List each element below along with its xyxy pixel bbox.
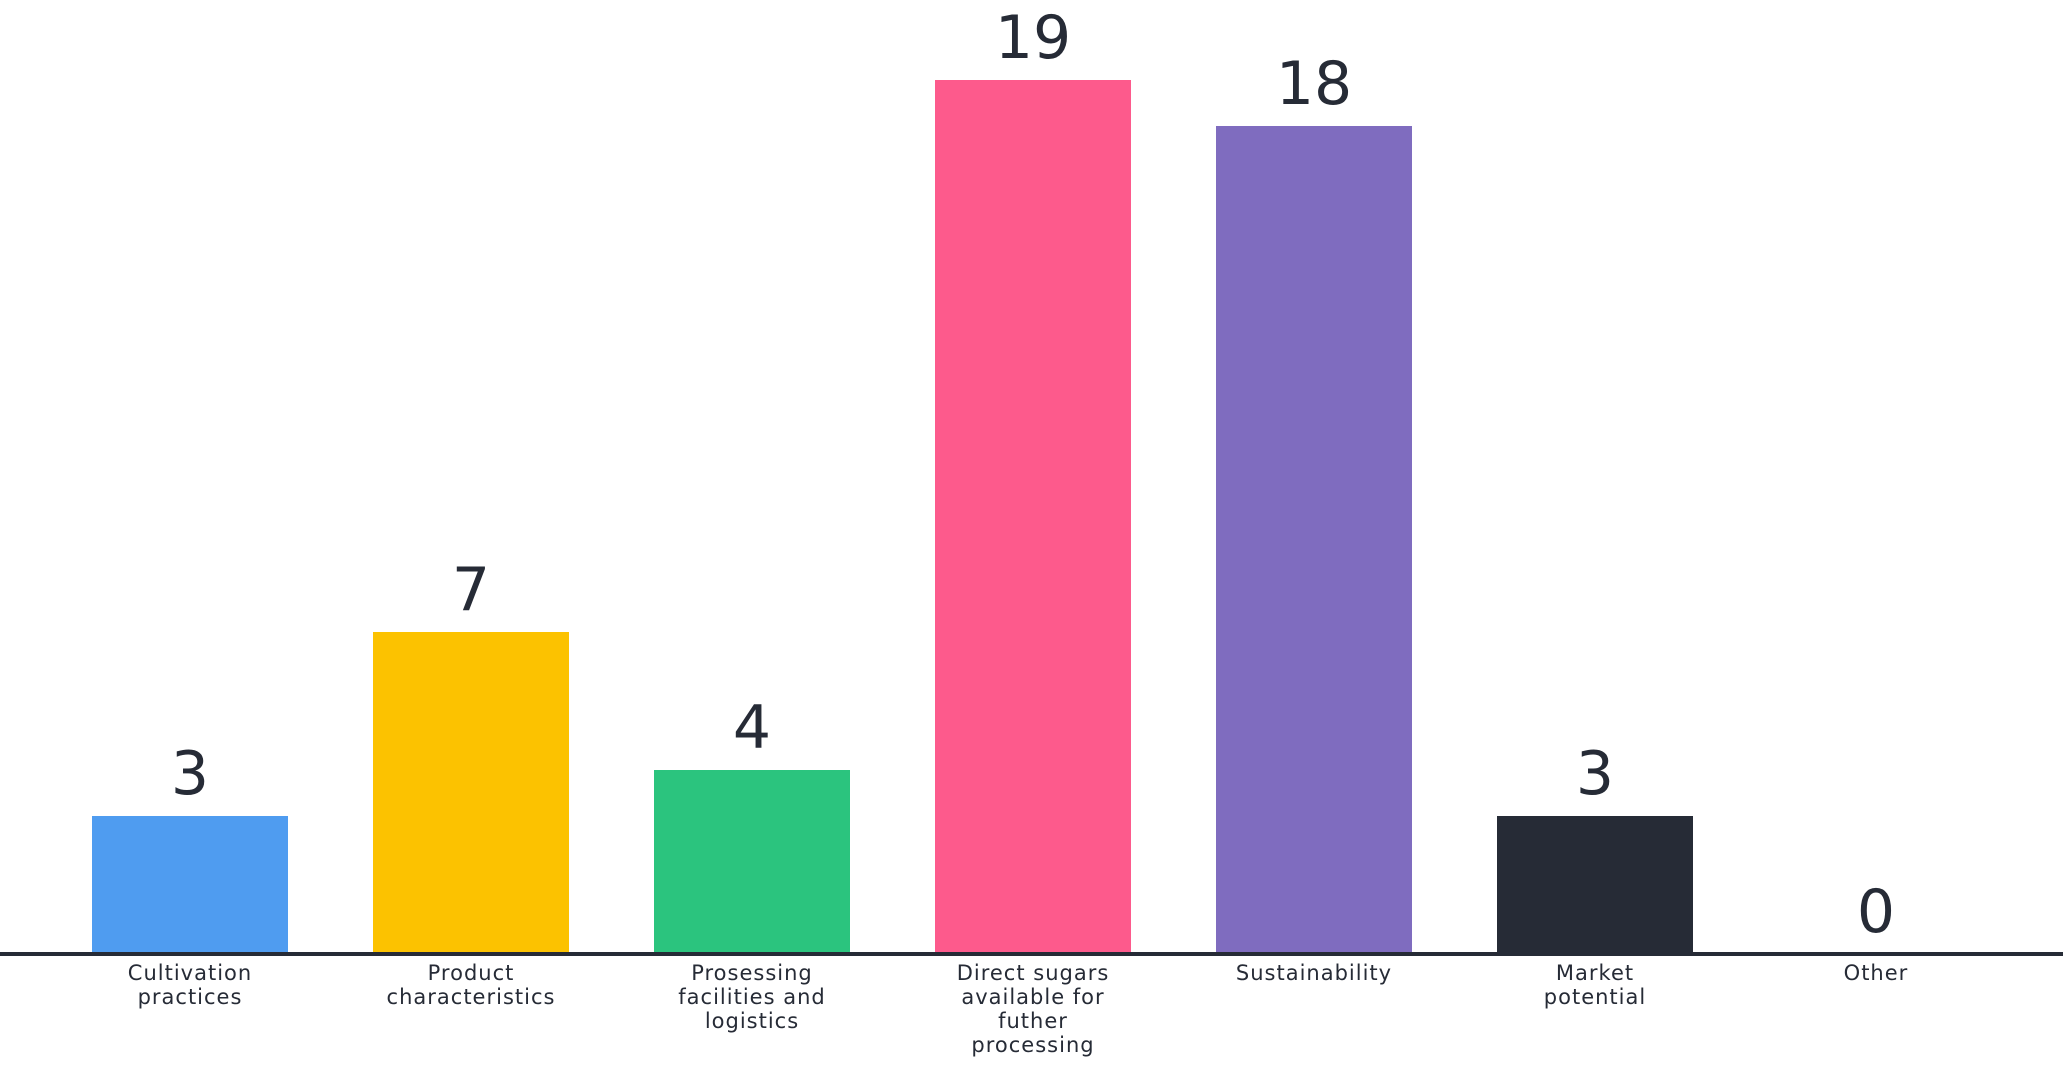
category-label-line: futher [998, 1009, 1068, 1033]
category-label-line: available for [961, 985, 1104, 1009]
category-label-3: Direct sugars available for futher processi… [957, 961, 1110, 1057]
category-label-line: Market [1556, 961, 1634, 985]
category-label-line: Other [1844, 961, 1909, 985]
category-label-line: Direct sugars [957, 961, 1110, 985]
value-label-6: 0 [1857, 877, 1895, 947]
value-label-5: 3 [1576, 739, 1614, 809]
category-label-line: potential [1544, 985, 1646, 1009]
category-label-5: Market potential [1544, 961, 1646, 1009]
value-label-3: 19 [995, 3, 1071, 73]
value-labels-group: 3 7 4 19 18 3 0 [171, 3, 1895, 947]
category-label-6: Other [1844, 961, 1909, 985]
value-label-2: 4 [733, 693, 771, 763]
category-label-0: Cultivation practices [128, 961, 252, 1009]
category-label-line: Sustainability [1236, 961, 1392, 985]
category-labels-group: Cultivation practices Product characteristi… [128, 961, 1909, 1057]
bar-2 [654, 770, 850, 954]
category-label-2: Prosessing facilities and logistics [678, 961, 825, 1033]
category-label-line: Prosessing [691, 961, 813, 985]
category-label-1: Product characteristics [387, 961, 556, 1009]
category-label-line: Product [428, 961, 515, 985]
category-label-line: practices [138, 985, 243, 1009]
category-label-line: logistics [705, 1009, 799, 1033]
category-label-line: processing [971, 1033, 1094, 1057]
bars-group [92, 80, 1693, 954]
value-label-4: 18 [1276, 49, 1352, 119]
bar-1 [373, 632, 569, 954]
bar-4 [1216, 126, 1412, 954]
category-label-line: facilities and [678, 985, 825, 1009]
value-label-0: 3 [171, 739, 209, 809]
bar-0 [92, 816, 288, 954]
category-label-4: Sustainability [1236, 961, 1392, 985]
bar-5 [1497, 816, 1693, 954]
category-label-line: Cultivation [128, 961, 252, 985]
category-label-line: characteristics [387, 985, 556, 1009]
value-label-1: 7 [452, 555, 490, 625]
bar-3 [935, 80, 1131, 954]
